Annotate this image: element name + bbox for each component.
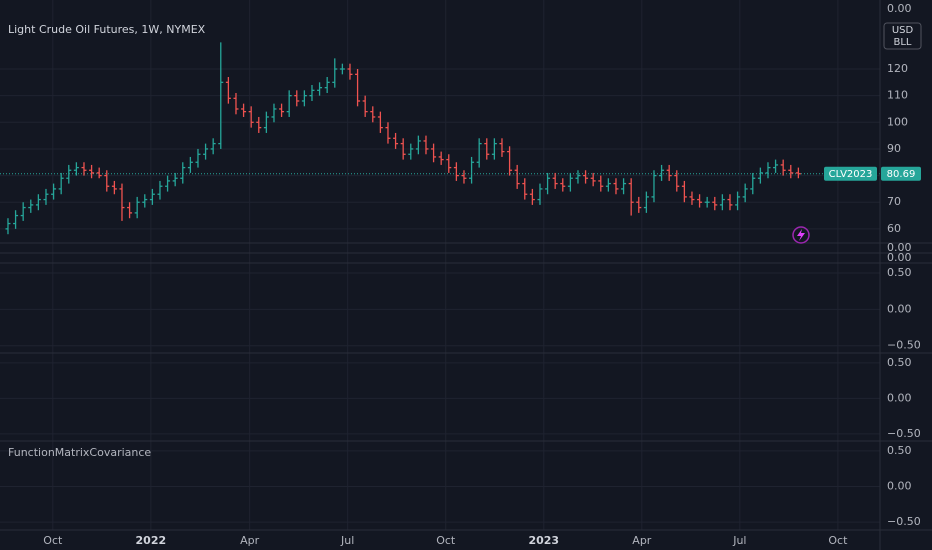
y-tick-label: −0.50 [887, 427, 921, 440]
symbol-badge [824, 166, 877, 181]
currency-box[interactable] [883, 22, 922, 50]
y-tick-label: 70 [887, 195, 901, 208]
last-price-badge [881, 166, 921, 181]
x-tick-label: Oct [43, 534, 63, 547]
y-tick-label: 0.00 [887, 241, 912, 254]
labels-layer: Light Crude Oil Futures, 1W, NYMEX USD B… [8, 2, 922, 547]
y-tick-label: −0.50 [887, 339, 921, 352]
x-tick-label: Oct [436, 534, 456, 547]
y-tick-label: 0.00 [887, 251, 912, 264]
x-tick-label: 2022 [136, 534, 167, 547]
y-tick-label: −0.50 [887, 515, 921, 528]
x-tick-label: Apr [632, 534, 652, 547]
last-price-label: 80.69 [887, 169, 916, 180]
alert-icon[interactable] [792, 226, 810, 244]
y-tick-label: 110 [887, 89, 908, 102]
y-tick-label: 120 [887, 62, 908, 75]
y-tick-label: 0.50 [887, 356, 912, 369]
y-tick-label: 0.00 [887, 302, 912, 315]
symbol-label: CLV2023 [829, 169, 873, 180]
x-tick-label: Oct [828, 534, 848, 547]
grid-layer [0, 0, 880, 530]
unit: BLL [893, 37, 911, 48]
pane-title: FunctionMatrixCovariance [8, 446, 151, 459]
chart-title: Light Crude Oil Futures, 1W, NYMEX [8, 23, 206, 36]
y-tick-label: 90 [887, 142, 901, 155]
y-tick-label: 0.00 [887, 391, 912, 404]
y-tick-label: 0.50 [887, 444, 912, 457]
currency: USD [892, 25, 914, 36]
marks-layer [0, 42, 880, 235]
y-tick-label: 0.00 [887, 480, 912, 493]
x-tick-label: Jul [732, 534, 746, 547]
x-tick-label: 2023 [528, 534, 559, 547]
y-tick-label: 60 [887, 222, 901, 235]
y-tick-label: 100 [887, 115, 908, 128]
x-tick-label: Jul [340, 534, 354, 547]
x-tick-label: Apr [240, 534, 260, 547]
y-tick-label: 0.50 [887, 266, 912, 279]
y-tick-label: 0.00 [887, 2, 912, 15]
